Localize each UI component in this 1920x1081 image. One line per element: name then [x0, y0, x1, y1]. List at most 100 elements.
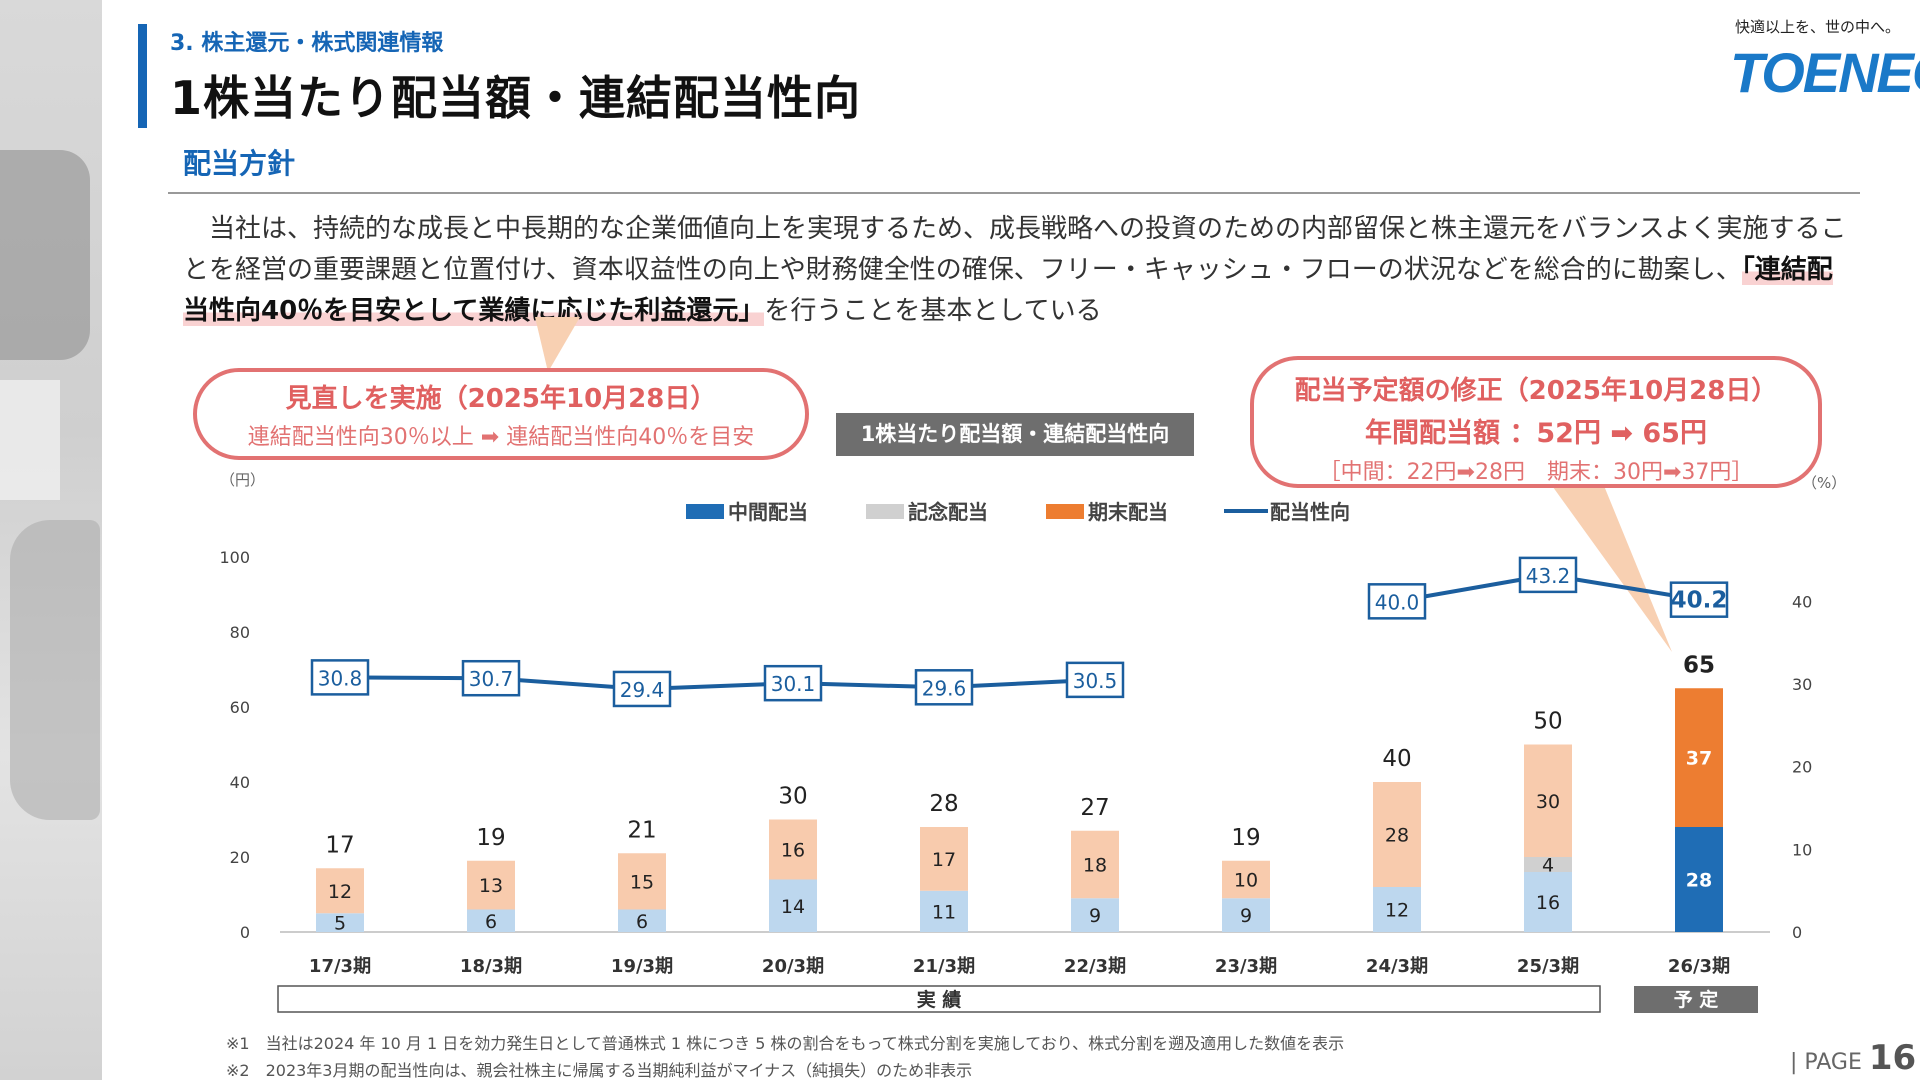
company-tagline: 快適以上を、世の中へ。 [1735, 18, 1901, 36]
bar-value-label: 18 [1083, 855, 1107, 877]
bar-value-label: 16 [1536, 892, 1560, 914]
bar-value-label: 5 [334, 913, 346, 935]
y-left-unit: （円） [220, 471, 265, 489]
x-tick-label: 22/3期 [1064, 956, 1126, 977]
policy-text: 当社は、持続的な成長と中長期的な企業価値向上を実現するため、成長戦略への投資のた… [183, 209, 1853, 332]
bar-segment [1373, 782, 1421, 887]
y-left-tick: 40 [230, 773, 250, 792]
bar-segment [1675, 688, 1723, 827]
revision-callout-text: 連結配当性向30％以上 ➡ 連結配当性向40％を目安 [247, 425, 755, 450]
y-left-tick: 80 [230, 623, 250, 642]
bar-segment [920, 827, 968, 891]
payout-ratio-marker [612, 670, 672, 708]
divider [168, 192, 1860, 194]
background-photo [0, 0, 102, 1080]
page-prefix: PAGE [1804, 1050, 1862, 1075]
x-tick-label: 21/3期 [913, 956, 975, 977]
y-left-tick: 0 [240, 923, 250, 942]
legend-swatch [1046, 504, 1084, 519]
y-right-unit: （%） [1802, 474, 1846, 492]
y-right-tick: 40 [1792, 592, 1812, 611]
bar-total-label: 17 [325, 832, 354, 858]
page-number: | PAGE 16 [1790, 1038, 1917, 1078]
period-plan-label: 予 定 [1674, 988, 1719, 1011]
title-accent-bar [138, 24, 147, 128]
y-right-tick: 30 [1792, 675, 1812, 694]
bar-segment [316, 868, 364, 914]
payout-ratio-label: 43.2 [1526, 564, 1571, 588]
period-actual-label: 実 績 [917, 988, 962, 1011]
payout-ratio-label: 29.4 [620, 678, 665, 702]
bar-total-label: 65 [1683, 652, 1715, 678]
y-left-tick: 20 [230, 848, 250, 867]
y-right-tick: 10 [1792, 840, 1812, 859]
payout-ratio-label: 30.8 [318, 666, 363, 690]
legend-label: 記念配当 [908, 500, 988, 524]
x-tick-label: 26/3期 [1668, 956, 1730, 977]
bar-value-label: 30 [1536, 791, 1560, 813]
legend-swatch [686, 504, 724, 519]
bar-segment [316, 913, 364, 932]
x-tick-label: 25/3期 [1517, 956, 1579, 977]
bar-segment [1675, 827, 1723, 932]
policy-heading: 配当方針 [183, 147, 296, 180]
section-label: 3. 株主還元・株式関連情報 [170, 31, 444, 56]
payout-ratio-line [339, 675, 1096, 691]
bar-total-label: 27 [1080, 795, 1109, 821]
period-plan-box [1634, 986, 1758, 1013]
forecast-callout-title: 配当予定額の修正（2025年10月28日） [1294, 376, 1778, 406]
bar-value-label: 11 [932, 901, 956, 923]
bar-total-label: 40 [1382, 746, 1411, 772]
payout-ratio-marker [310, 659, 370, 696]
y-right-tick: 20 [1792, 758, 1812, 777]
bar-value-label: 13 [479, 875, 503, 897]
page-number-value: 16 [1868, 1038, 1917, 1078]
policy-text-before: 当社は、持続的な成長と中長期的な企業価値向上を実現するため、成長戦略への投資のた… [183, 214, 1847, 285]
legend-label: 期末配当 [1088, 500, 1168, 524]
payout-ratio-label: 40.2 [1671, 588, 1728, 614]
bar-total-label: 19 [1231, 825, 1260, 851]
bar-value-label: 9 [1089, 905, 1101, 927]
payout-ratio-marker [763, 664, 823, 702]
bar-segment [1222, 860, 1270, 899]
legend-label: 配当性向 [1270, 500, 1350, 524]
bar-total-label: 19 [476, 825, 505, 851]
x-tick-label: 20/3期 [762, 956, 824, 977]
bar-segment [1524, 744, 1572, 857]
forecast-callout: 配当予定額の修正（2025年10月28日） 年間配当額 ：52円 ➡ 65円 ［… [1250, 356, 1822, 488]
bar-value-label: 6 [485, 911, 497, 933]
bar-segment [467, 909, 515, 932]
bar-total-label: 50 [1533, 709, 1562, 735]
payout-ratio-label: 30.5 [1073, 669, 1118, 693]
revision-callout-title: 見直しを実施（2025年10月28日） [285, 384, 717, 414]
payout-ratio-marker [1518, 556, 1578, 594]
forecast-callout-detail: ［中間：22円➡28円 期末：30円➡37円］ [1318, 460, 1754, 485]
bar-segment [920, 890, 968, 932]
bar-value-label: 9 [1240, 905, 1252, 927]
bar-segment [467, 860, 515, 910]
bar-value-label: 4 [1542, 855, 1554, 877]
payout-ratio-label: 30.7 [469, 667, 514, 691]
x-tick-label: 18/3期 [460, 956, 522, 977]
bar-segment [769, 879, 817, 932]
bar-segment [1524, 872, 1572, 932]
revision-callout: 見直しを実施（2025年10月28日） 連結配当性向30％以上 ➡ 連結配当性向… [193, 368, 809, 460]
legend-swatch [866, 504, 904, 519]
payout-ratio-marker [1065, 661, 1125, 699]
payout-ratio-marker [1669, 581, 1729, 618]
bar-value-label: 37 [1686, 748, 1712, 770]
bar-segment [618, 909, 666, 932]
x-tick-label: 24/3期 [1366, 956, 1428, 977]
bar-value-label: 28 [1686, 870, 1712, 892]
chart-title: 1株当たり配当額・連結配当性向 [836, 413, 1194, 456]
payout-ratio-label: 29.6 [922, 676, 967, 700]
period-actual-box [277, 985, 1601, 1013]
x-tick-label: 17/3期 [309, 956, 371, 977]
x-tick-label: 19/3期 [611, 956, 673, 977]
forecast-callout-amount: 年間配当額 ：52円 ➡ 65円 [1365, 418, 1707, 449]
y-right-tick: 0 [1792, 923, 1802, 942]
bar-total-label: 28 [929, 791, 958, 817]
bar-total-label: 30 [778, 784, 807, 810]
